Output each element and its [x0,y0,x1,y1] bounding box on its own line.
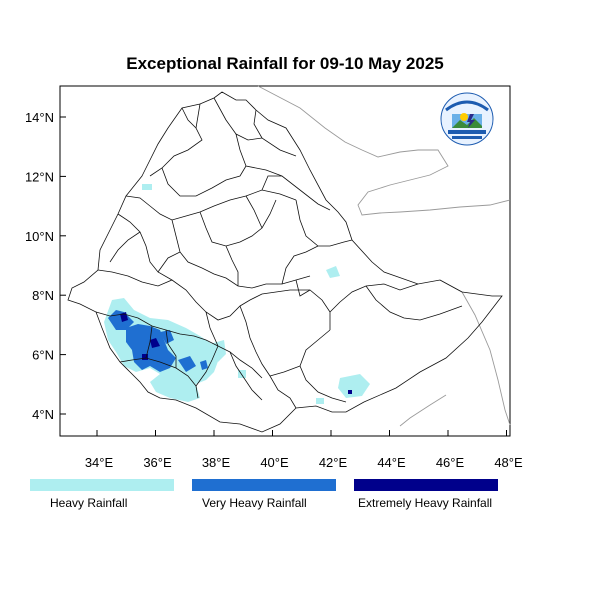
x-tick-label: 46°E [436,455,465,470]
heavy-rainfall-area [338,374,370,398]
legend-label-heavy: Heavy Rainfall [50,496,128,510]
plot-frame [59,85,511,437]
x-axis: 34°E 36°E 38°E 40°E 42°E 44°E 46°E 48°E [85,430,523,470]
x-tick-label: 44°E [377,455,406,470]
x-tick-label: 40°E [260,455,289,470]
legend-label-extremely-heavy: Extremely Heavy Rainfall [358,496,493,510]
x-tick-label: 42°E [319,455,348,470]
emi-logo [440,92,494,146]
y-axis: 14°N 12°N 10°N 8°N 6°N 4°N [25,110,66,422]
heavy-rainfall-area [142,184,152,190]
x-tick-label: 34°E [85,455,114,470]
legend-label-very-heavy: Very Heavy Rainfall [202,496,307,510]
legend-swatch-very-heavy [192,479,336,491]
x-tick-label: 36°E [143,455,172,470]
map-title: Exceptional Rainfall for 09-10 May 2025 [126,54,444,73]
y-tick-label: 10°N [25,229,54,244]
very-heavy-rainfall-area [200,360,208,370]
heavy-rainfall-area [326,266,340,278]
legend-swatch-heavy [30,479,174,491]
heavy-rainfall-area [316,398,324,404]
country-outline [67,91,503,433]
y-tick-label: 12°N [25,169,54,184]
y-tick-label: 4°N [32,407,54,422]
legend-swatch-extremely-heavy [354,479,498,491]
y-tick-label: 6°N [32,348,54,363]
x-tick-label: 38°E [202,455,231,470]
extremely-heavy-rainfall-area [150,338,160,348]
y-tick-label: 14°N [25,110,54,125]
very-heavy-rainfall-area [126,324,176,372]
extremely-heavy-rainfall-area [348,390,352,394]
x-tick-label: 48°E [494,455,523,470]
heavy-rainfall-area [210,340,226,362]
y-tick-label: 8°N [32,288,54,303]
rainfall-layer [104,184,370,404]
very-heavy-rainfall-area [178,356,196,372]
logo-icon [440,92,494,146]
admin-boundaries [67,91,503,433]
